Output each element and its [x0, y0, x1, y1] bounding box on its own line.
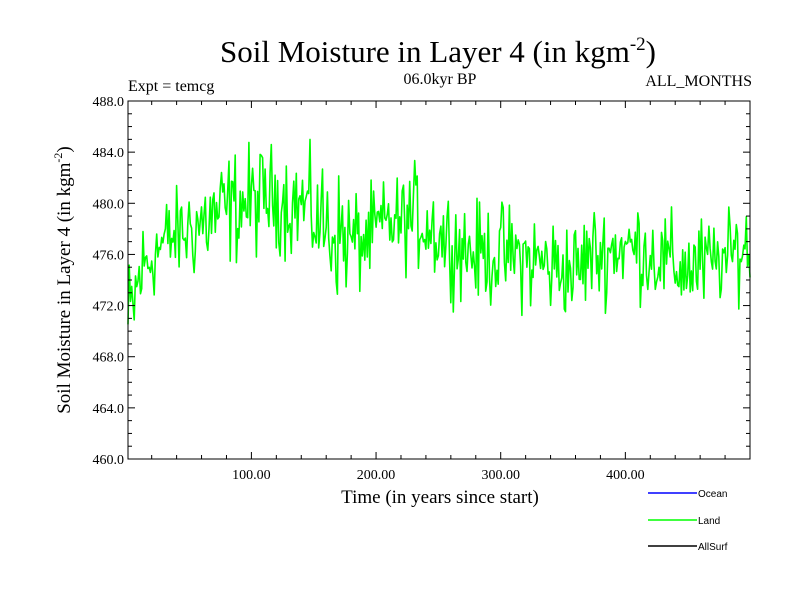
chart-title-main: Soil Moisture in Layer 4 (in kgm — [220, 34, 630, 69]
legend-label-land: Land — [698, 516, 720, 527]
y-axis-label-sup: -2 — [51, 153, 65, 163]
legend-label-allsurf: AllSurf — [698, 542, 728, 553]
land-series-line — [127, 138, 751, 325]
y-tick-label: 464.0 — [93, 402, 125, 417]
y-axis-label: Soil Moisture in Layer 4 (in kgm-2) — [51, 146, 75, 414]
subtitle-right: ALL_MONTHS — [645, 73, 752, 90]
x-tick-label: 400.00 — [606, 468, 645, 483]
x-tick-label: 100.00 — [232, 468, 271, 483]
subtitle-left: Expt = temcg — [128, 78, 214, 95]
y-axis-label-main: Soil Moisture in Layer 4 (in kgm — [54, 162, 75, 413]
y-tick-label: 472.0 — [93, 300, 125, 315]
y-axis-label-close: ) — [54, 146, 75, 152]
legend: Ocean Land AllSurf — [648, 489, 728, 553]
y-tick-label: 484.0 — [93, 146, 125, 161]
y-tick-label: 480.0 — [93, 197, 125, 212]
series-layer — [127, 138, 751, 325]
y-tick-label: 460.0 — [93, 453, 125, 468]
chart-title: Soil Moisture in Layer 4 (in kgm-2) — [220, 34, 656, 69]
legend-label-ocean: Ocean — [698, 489, 727, 500]
x-tick-label: 300.00 — [481, 468, 520, 483]
y-tick-label: 468.0 — [93, 351, 125, 366]
y-tick-label: 476.0 — [93, 248, 125, 263]
chart-title-close: ) — [646, 34, 656, 69]
subtitle-center: 06.0kyr BP — [404, 71, 477, 88]
axis-layer: 460.0 464.0 468.0 472.0 476.0 480.0 484.0 488.0… — [93, 95, 751, 483]
chart-title-sup: -2 — [630, 34, 646, 55]
x-axis-label: Time (in years since start) — [341, 487, 539, 508]
x-tick-label: 200.00 — [357, 468, 396, 483]
y-tick-label: 488.0 — [93, 95, 125, 110]
